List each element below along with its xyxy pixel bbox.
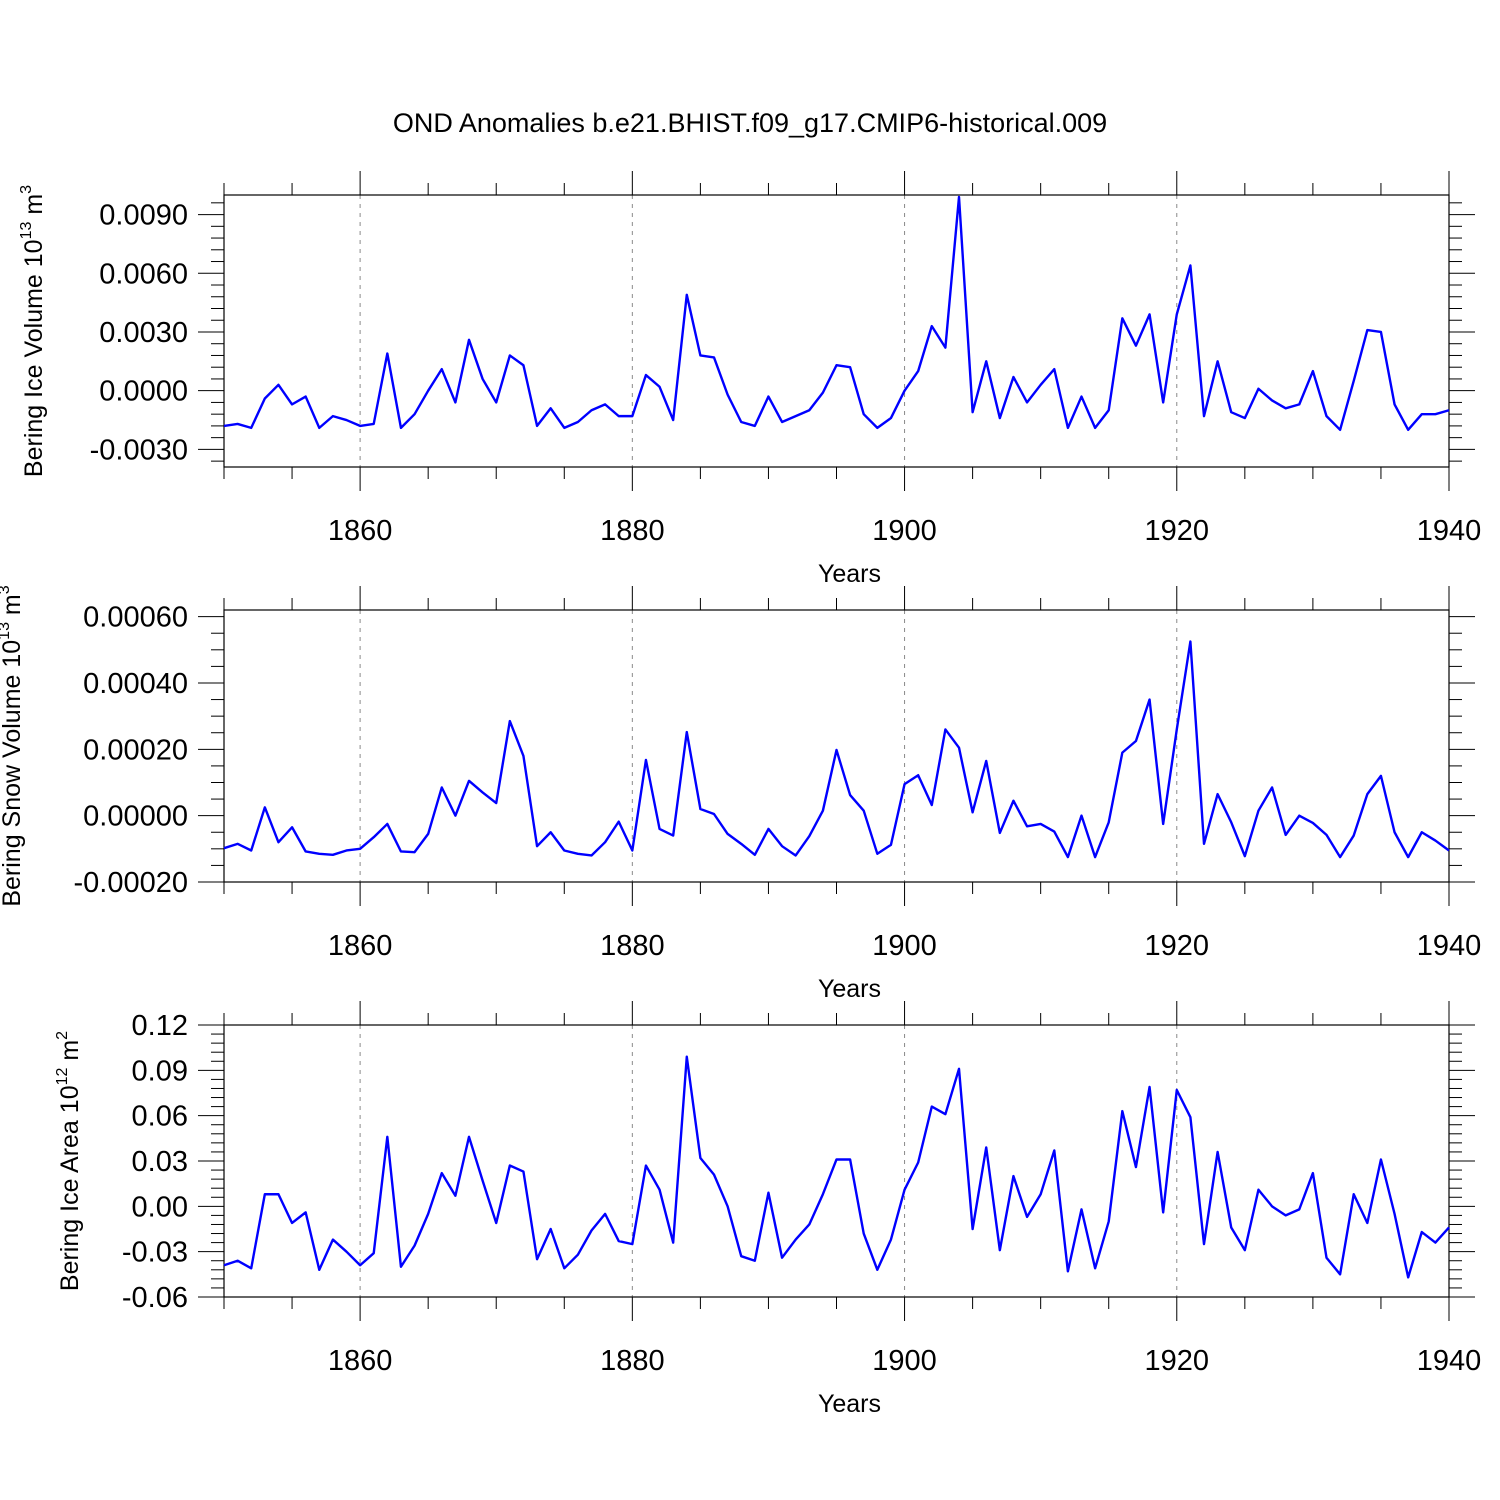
y-axis-title-exponent: 13 [0,622,13,640]
figure-title: OND Anomalies b.e21.BHIST.f09_g17.CMIP6-… [393,108,1107,138]
x-tick-label: 1860 [328,515,393,547]
x-axis-title: Years [818,560,881,588]
panel-3: -0.06 -0.03 0.00 0.03 0.06 0.09 0.12 1860 1880 19… [54,1001,1481,1418]
y-axis-title-unit-exponent: 2 [54,1031,71,1040]
y-axis-title: Bering Ice Volume 1013 m3 [18,185,48,477]
y-tick-label: 0.00 [132,1191,188,1223]
x-axis-title: Years [818,975,881,1003]
plot-frame [223,194,1450,468]
x-axis-title: Years [818,1390,881,1418]
chart-panels: -0.0030 0.0000 0.0030 0.0060 0.0090 1860 1880 1… [0,171,1481,1418]
y-tick-label: 0.09 [132,1055,188,1087]
x-tick-label: 1940 [1417,1345,1482,1377]
plot-frame [223,609,1450,883]
panel-2: -0.00020 0.00000 0.00020 0.00040 0.00060 1860… [0,585,1481,1003]
y-tick-label: -0.06 [122,1282,188,1314]
y-axis-title-main: Bering Ice Area 10 [56,1085,84,1291]
y-axis-title-exponent: 12 [54,1067,71,1085]
panel-1: -0.0030 0.0000 0.0030 0.0060 0.0090 1860 1880 1… [18,171,1481,588]
x-tick-label: 1880 [600,515,665,547]
y-axis-title-unit-exponent: 3 [18,185,35,194]
y-axis-title-unit: m [20,194,48,222]
y-tick-label: 0.0060 [99,258,188,290]
y-tick-label: 0.06 [132,1101,188,1133]
y-tick-label: -0.0030 [90,434,188,466]
series-line [223,195,1450,432]
x-tick-label: 1900 [872,515,937,547]
x-tick-label: 1880 [600,930,665,962]
x-tick-label: 1860 [328,930,393,962]
y-tick-label: 0.0000 [99,376,188,408]
y-tick-label: -0.03 [122,1237,188,1269]
y-axis-title-unit-exponent: 3 [0,585,13,594]
series-line [223,640,1450,859]
y-tick-label: -0.00020 [74,867,189,899]
y-tick-label: 0.00000 [83,801,188,833]
y-axis-title-unit: m [56,1040,84,1068]
y-axis-title-unit: m [0,594,26,622]
y-axis-title-main: Bering Ice Volume 10 [20,239,48,477]
x-tick-label: 1920 [1145,1345,1210,1377]
y-tick-label: 0.03 [132,1146,188,1178]
y-axis-title: Bering Ice Area 1012 m2 [54,1031,84,1291]
y-tick-label: 0.00040 [83,668,188,700]
y-axis-title-exponent: 13 [18,222,35,240]
y-tick-label: 0.12 [132,1010,188,1042]
y-axis-title: Bering Snow Volume 1013 m3 [0,585,26,906]
x-tick-label: 1900 [872,930,937,962]
y-tick-label: 0.00020 [83,734,188,766]
x-tick-label: 1920 [1145,515,1210,547]
y-tick-label: 0.0030 [99,317,188,349]
y-tick-label: 0.00060 [83,602,188,634]
y-axis-title-main: Bering Snow Volume 10 [0,640,26,907]
x-tick-label: 1880 [600,1345,665,1377]
x-tick-label: 1940 [1417,930,1482,962]
y-tick-label: 0.0090 [99,200,188,232]
x-tick-label: 1900 [872,1345,937,1377]
series-line [223,1055,1450,1279]
x-tick-label: 1920 [1145,930,1210,962]
x-tick-label: 1860 [328,1345,393,1377]
x-tick-label: 1940 [1417,515,1482,547]
